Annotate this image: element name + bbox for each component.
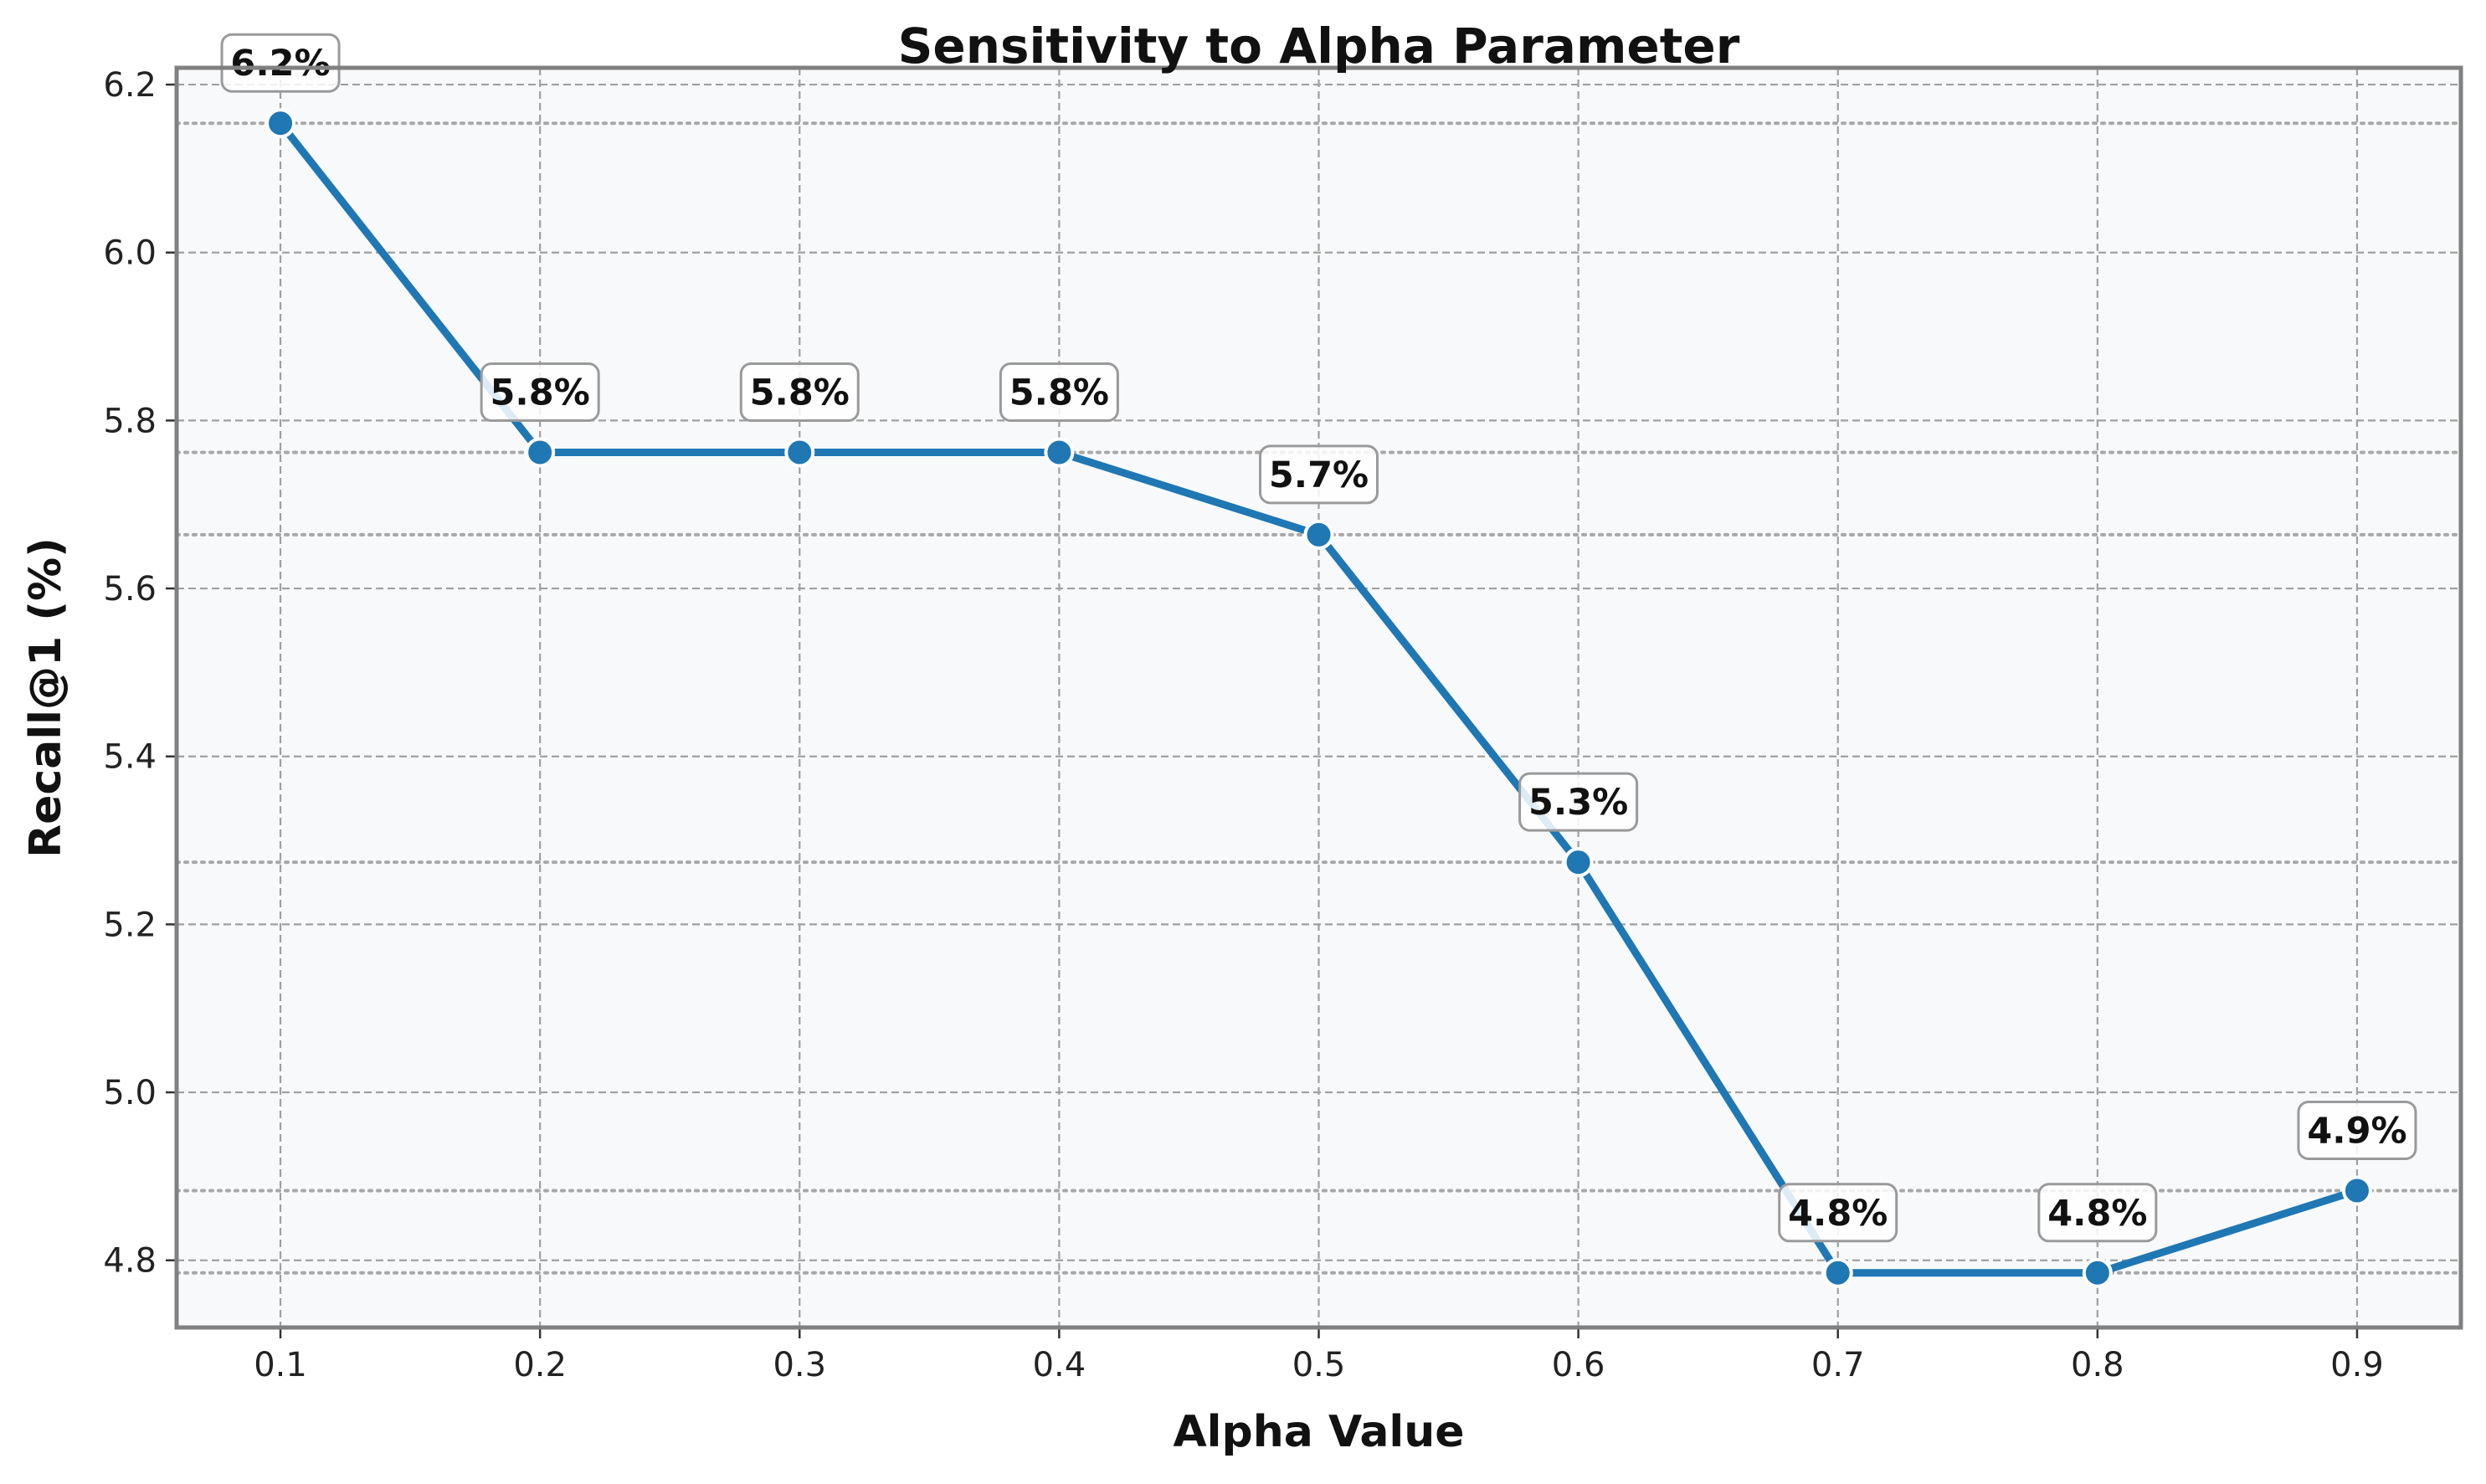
y-tick-label: 5.8: [103, 402, 157, 440]
x-tick-label: 0.1: [254, 1346, 307, 1384]
data-label-text: 6.2%: [230, 43, 330, 85]
data-point: [265, 108, 296, 139]
y-tick-label: 5.0: [103, 1074, 157, 1112]
data-point: [1822, 1257, 1853, 1288]
data-label: 4.8%: [1778, 1183, 1898, 1243]
chart-title: Sensitivity to Alpha Parameter: [898, 18, 1740, 74]
x-tick-label: 0.6: [1552, 1346, 1605, 1384]
data-point: [1563, 847, 1594, 878]
y-tick-label: 5.4: [103, 738, 157, 777]
data-point: [784, 437, 815, 468]
data-point: [1303, 519, 1334, 550]
data-label-box: [1518, 772, 1639, 832]
plot-frame: [174, 65, 2463, 1330]
data-label-text: 5.7%: [1269, 454, 1369, 496]
data-label-box: [220, 33, 341, 93]
data-label-box: [2037, 1183, 2158, 1243]
data-label-box: [2297, 1100, 2417, 1160]
data-label-box: [739, 362, 860, 423]
y-axis-label: Recall@1 (%): [21, 537, 71, 858]
data-point: [2082, 1257, 2113, 1288]
data-label-text: 5.8%: [1009, 372, 1109, 414]
data-label-box: [1778, 1183, 1898, 1243]
data-label: 5.8%: [999, 362, 1119, 423]
data-label-box: [480, 362, 600, 423]
x-tick-label: 0.2: [513, 1346, 567, 1384]
x-tick-label: 0.5: [1292, 1346, 1346, 1384]
data-point: [525, 437, 556, 468]
y-tick-label: 5.2: [103, 906, 157, 944]
x-axis-label: Alpha Value: [1173, 1407, 1464, 1457]
data-label: 5.7%: [1259, 444, 1379, 505]
data-label-text: 5.3%: [1528, 782, 1628, 824]
data-label: 5.8%: [480, 362, 600, 423]
data-label-text: 4.8%: [1788, 1193, 1888, 1235]
data-point: [1044, 437, 1075, 468]
data-label-text: 4.9%: [2307, 1110, 2406, 1152]
data-point: [2341, 1175, 2372, 1206]
x-tick-label: 0.4: [1033, 1346, 1086, 1384]
x-tick-label: 0.3: [773, 1346, 826, 1384]
data-label-text: 5.8%: [750, 372, 850, 414]
x-tick-label: 0.7: [1811, 1346, 1865, 1384]
data-label-text: 5.8%: [491, 372, 590, 414]
y-tick-label: 5.6: [103, 570, 157, 608]
data-label-text: 4.8%: [2047, 1193, 2147, 1235]
data-label-box: [999, 362, 1119, 423]
data-label: 4.9%: [2297, 1100, 2417, 1160]
data-label: 4.8%: [2037, 1183, 2158, 1243]
data-label-box: [1259, 444, 1379, 505]
y-tick-label: 4.8: [103, 1242, 157, 1281]
y-tick-label: 6.2: [103, 66, 157, 105]
y-tick-label: 6.0: [103, 234, 157, 273]
data-label: 5.3%: [1518, 772, 1639, 832]
data-label: 6.2%: [220, 33, 341, 93]
data-label: 5.8%: [739, 362, 860, 423]
x-tick-label: 0.9: [2330, 1346, 2384, 1384]
x-tick-label: 0.8: [2071, 1346, 2124, 1384]
